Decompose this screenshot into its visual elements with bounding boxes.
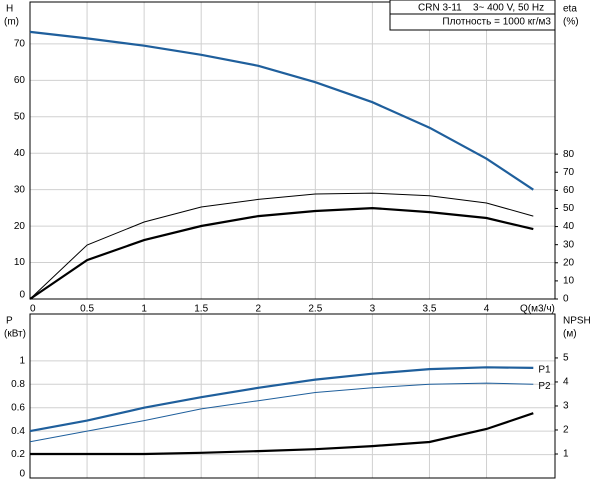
curve [29,192,534,300]
x-tick-label: 1 [141,304,147,315]
x-tick-label: 0.5 [80,304,94,315]
y-tick-label: 0.6 [11,402,25,413]
y-tick-label: 0 [19,290,25,301]
x-tick-label: 2.5 [308,304,322,315]
y2-tick-label: 1 [563,449,569,460]
y-tick-label: 0.4 [11,426,25,437]
density-label: Плотность = 1000 кг/м3 [442,17,551,28]
y2-axis-label: NPSH [563,316,591,327]
y-axis-label: H [6,4,13,15]
supply-label: 3~ 400 V, 50 Hz [473,3,544,14]
curve [30,412,534,456]
y-tick-label: 20 [14,221,26,232]
curve [29,30,534,191]
series-label: P1 [538,365,551,376]
y2-tick-label: 0 [563,294,569,305]
series-label: P2 [538,381,551,392]
x-tick-label: 2 [255,304,261,315]
y2-tick-label: 80 [563,149,575,160]
curve [29,382,534,443]
curve [29,366,534,433]
y-tick-label: 60 [14,75,26,86]
y-tick-label: 0.2 [11,449,25,460]
x-tick-label: 3.5 [423,304,437,315]
y2-tick-label: 40 [563,221,575,232]
x-tick-label: 1.5 [194,304,208,315]
y2-tick-label: 4 [563,377,569,388]
y-tick-label: 1 [19,355,25,366]
y-tick-label: 50 [14,111,26,122]
y-tick-label: 0 [19,469,25,480]
plot-frame [29,313,556,479]
y2-axis-unit: (%) [563,17,579,28]
y2-tick-label: 20 [563,257,575,268]
y-tick-label: 30 [14,184,26,195]
y2-tick-label: 50 [563,203,575,214]
x-tick-label: 3 [370,304,376,315]
y2-tick-label: 30 [563,239,575,250]
curve [29,206,534,300]
y2-tick-label: 2 [563,425,569,436]
x-axis-label: Q(м3/ч) [520,304,555,315]
y2-tick-label: 10 [563,276,575,287]
y2-tick-label: 70 [563,167,575,178]
plot-frame [29,1,556,300]
y2-axis-unit: (м) [563,329,577,340]
y2-tick-label: 3 [563,401,569,412]
y2-tick-label: 5 [563,353,569,364]
y-tick-label: 0.8 [11,379,25,390]
y-tick-label: 40 [14,148,26,159]
y-axis-label: P [6,316,13,327]
y-tick-label: 70 [14,39,26,50]
y-axis-unit: (кВт) [4,329,26,340]
y2-tick-label: 60 [563,185,575,196]
y-tick-label: 10 [14,257,26,268]
x-tick-label: 0 [30,304,36,315]
model-label: CRN 3-11 [418,3,462,14]
y-axis-unit: (m) [4,17,19,28]
info-box [389,0,556,31]
y2-axis-label: eta [563,4,577,15]
x-tick-label: 4 [484,304,490,315]
